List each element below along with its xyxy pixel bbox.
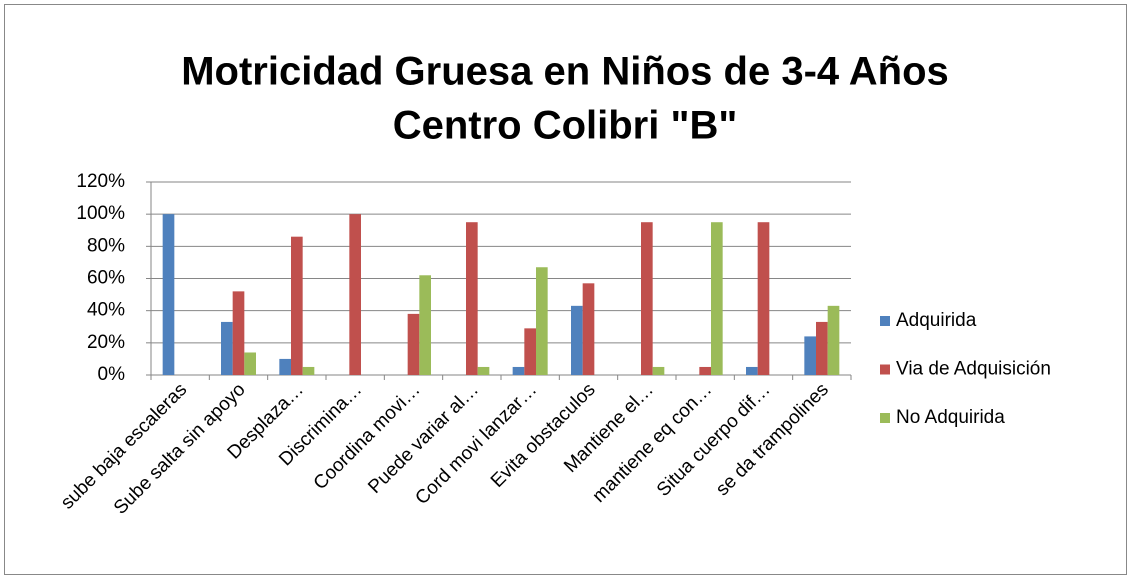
y-tick-label: 60% [87,268,125,289]
bar [291,236,303,375]
bar [419,275,431,375]
bar [641,222,653,375]
y-tick-label: 80% [87,235,125,256]
y-tick-label: 120% [76,171,125,192]
legend-swatch [880,413,890,423]
bar [221,321,233,375]
legend-label: No Adquirida [896,407,1005,428]
bar [232,291,245,375]
bar [804,336,816,375]
bar [757,222,770,375]
bar [524,328,536,375]
bar [477,366,490,375]
bar [827,305,840,375]
y-tick-label: 20% [87,332,125,353]
bar [302,366,315,375]
bar [407,313,420,375]
chart-title: Centro Colibri "B" [393,104,738,148]
legend-swatch [880,364,890,375]
legend-swatch [880,316,890,326]
y-tick-label: 100% [76,203,125,224]
bar [466,222,478,375]
y-tick-label: 0% [98,364,126,385]
legend-label: Via de Adquisición [896,359,1051,380]
chart-border [4,4,1127,575]
bar [711,222,723,375]
bar [816,321,828,375]
bar [571,305,583,375]
bar [244,352,256,375]
bar [349,214,361,375]
bar [536,267,548,375]
y-tick-label: 40% [87,300,125,321]
bar [582,283,595,375]
bar [746,366,758,375]
bar [652,366,665,375]
chart-title: Motricidad Gruesa en Niños de 3-4 Años [181,50,949,94]
bar [512,366,525,375]
bar [162,214,175,375]
bar [279,358,291,375]
legend-label: Adquirida [896,310,977,331]
bar [699,366,711,375]
